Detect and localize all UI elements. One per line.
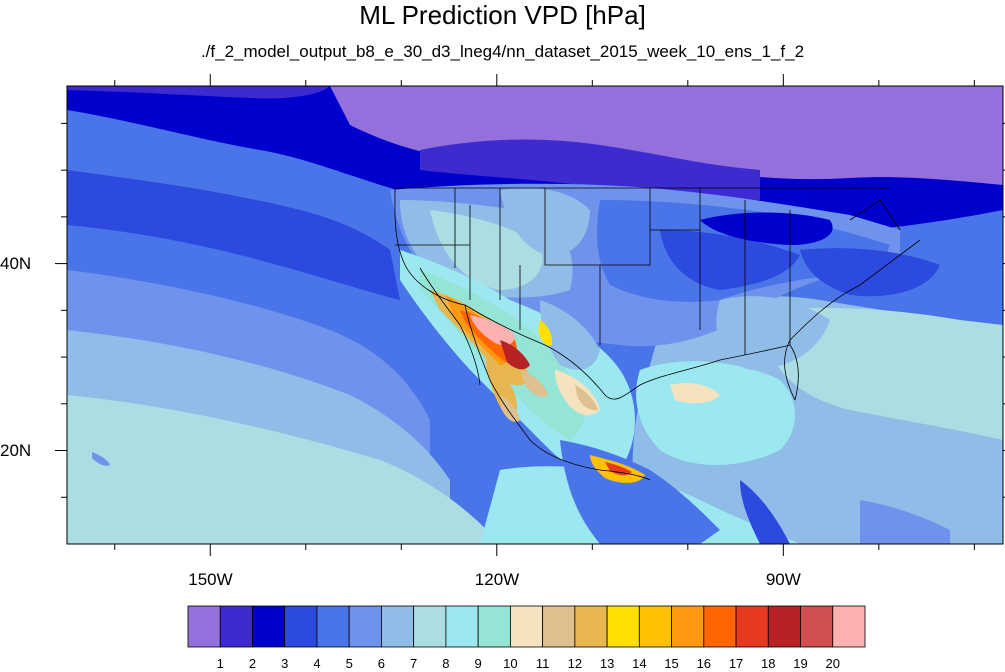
colorbar-label: 4 (313, 656, 321, 671)
axis-ticks (55, 74, 1005, 556)
colorbar-swatch (381, 605, 415, 648)
colorbar-label: 14 (632, 656, 647, 671)
colorbar-label: 9 (474, 656, 482, 671)
colorbar-swatch (477, 605, 511, 648)
colorbar-label: 12 (567, 656, 583, 671)
colorbar-label: 2 (248, 656, 257, 671)
colorbar-swatch (800, 605, 834, 648)
colorbar-label: 10 (503, 656, 518, 671)
colorbar-swatch (703, 605, 737, 648)
colorbar-label: 6 (377, 656, 386, 671)
colorbar-swatch (252, 605, 286, 648)
colorbar-label: 3 (281, 656, 289, 671)
colorbar-swatch (219, 605, 253, 648)
colorbar-swatch (284, 605, 318, 648)
colorbar-label: 19 (793, 656, 808, 671)
colorbar-swatch (574, 605, 608, 648)
colorbar-swatch (413, 605, 447, 648)
colorbar-swatch (316, 605, 350, 648)
map-frame (66, 85, 1004, 545)
colorbar-label: 13 (599, 656, 615, 671)
map-title: ML Prediction VPD [hPa] (359, 0, 646, 30)
colorbar-label: 5 (345, 656, 353, 671)
map-subtitle: ./f_2_model_output_b8_e_30_d3_lneg4/nn_d… (200, 42, 805, 61)
lon-tick-label: 150W (188, 570, 233, 589)
colorbar-swatch (348, 605, 382, 648)
colorbar-swatch (542, 605, 576, 648)
colorbar-label: 15 (664, 656, 679, 671)
colorbar (187, 605, 866, 648)
vpd-contour-field (67, 86, 1003, 544)
lon-tick-label: 90W (765, 570, 801, 589)
colorbar-label: 8 (442, 656, 450, 671)
colorbar-swatch (767, 605, 801, 648)
colorbar-label: 7 (410, 656, 418, 671)
colorbar-swatch (735, 605, 769, 648)
lat-tick-label: 40N (0, 253, 32, 273)
colorbar-swatch (606, 605, 640, 648)
political-boundaries (394, 187, 921, 481)
colorbar-swatch (187, 605, 221, 648)
colorbar-swatch (638, 605, 672, 648)
colorbar-label: 11 (535, 656, 550, 671)
colorbar-label: 1 (216, 656, 224, 671)
colorbar-swatch (671, 605, 705, 648)
colorbar-swatch (509, 605, 544, 648)
colorbar-label: 17 (728, 656, 744, 671)
colorbar-label: 20 (825, 656, 840, 671)
colorbar-label: 18 (761, 656, 776, 671)
colorbar-label: 16 (696, 656, 712, 671)
colorbar-swatch (445, 605, 479, 648)
lat-tick-label: 20N (0, 440, 32, 460)
lon-tick-label: 120W (474, 570, 520, 589)
colorbar-swatch (832, 605, 866, 648)
